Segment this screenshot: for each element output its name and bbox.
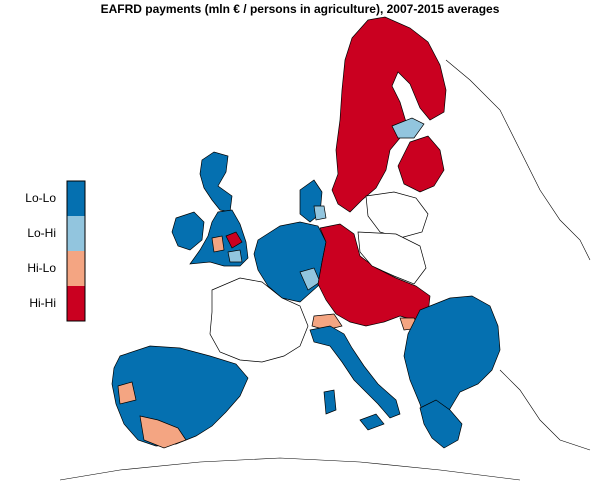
region-sicily — [359, 413, 385, 431]
region-greece — [419, 399, 463, 449]
legend-swatch-hi-lo — [67, 251, 85, 286]
region-finland-lohi — [391, 117, 425, 139]
region-iberia-hilo-2 — [139, 415, 187, 449]
legend-label-hi-lo: Hi-Lo — [27, 261, 56, 275]
legend-color-bar — [66, 180, 86, 322]
region-france — [209, 277, 309, 363]
region-england-hilo — [211, 235, 225, 253]
legend-label-lo-lo: Lo-Lo — [25, 191, 56, 205]
legend-label-hi-hi: Hi-Hi — [29, 296, 56, 310]
region-baltics — [365, 191, 429, 239]
coastline-east — [59, 59, 591, 481]
legend-swatch-lo-hi — [67, 216, 85, 251]
region-southeast — [403, 295, 501, 425]
legend-swatch-hi-hi — [67, 286, 85, 321]
region-ireland — [171, 211, 205, 251]
region-england-hihi — [225, 231, 243, 249]
legend-label-lo-hi: Lo-Hi — [27, 226, 56, 240]
region-england-lohi — [227, 249, 243, 263]
map-title: EAFRD payments (mln € / persons in agric… — [100, 2, 500, 16]
legend-swatch-lo-lo — [67, 181, 85, 216]
region-sardinia — [323, 389, 337, 415]
region-italy — [309, 325, 401, 419]
region-finland-south — [397, 135, 445, 193]
region-denmark-lohi — [313, 205, 327, 221]
region-scotland — [199, 151, 233, 213]
region-iberia-hilo-3 — [117, 381, 137, 405]
region-poland-north — [357, 231, 427, 285]
